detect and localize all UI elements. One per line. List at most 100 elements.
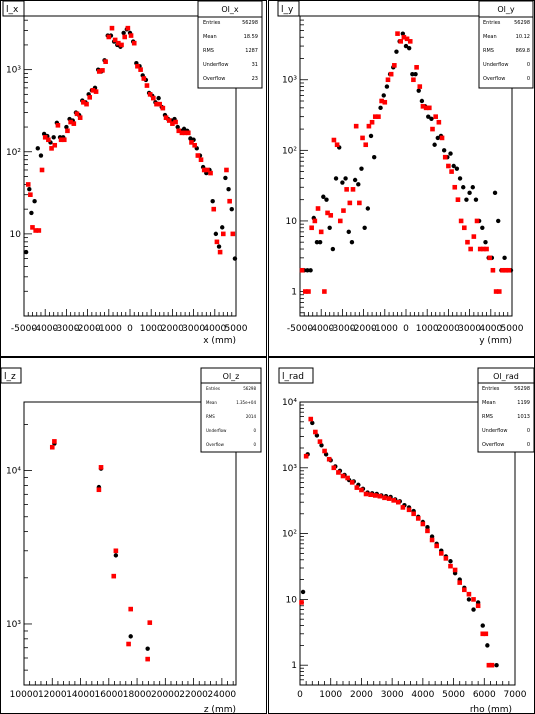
data-point-black bbox=[416, 88, 421, 93]
data-point-red bbox=[145, 656, 150, 662]
stats-label-3-1: Mean bbox=[206, 400, 217, 405]
data-point-red bbox=[74, 111, 80, 117]
data-point-red bbox=[49, 444, 55, 450]
chart-title-2: l_y bbox=[281, 5, 294, 15]
stats-box-4: Ol_rad Entries 56298 Mean 1199 RMS 1013 … bbox=[477, 367, 535, 453]
data-point-red bbox=[474, 218, 480, 224]
data-point-red bbox=[93, 89, 99, 94]
data-point-red bbox=[462, 587, 467, 593]
x-tick-label: 1000 bbox=[416, 324, 439, 334]
y-tick-label: 10⁴ bbox=[282, 398, 297, 408]
data-point-red bbox=[109, 25, 115, 31]
data-point-black bbox=[454, 166, 460, 171]
stats-value-3-4: 0 bbox=[253, 442, 256, 447]
stats-value-4-2: 1013 bbox=[517, 414, 530, 420]
data-point-black bbox=[356, 182, 361, 187]
data-point-black bbox=[35, 146, 40, 151]
stats-label-4-3: Underflow bbox=[482, 428, 507, 434]
data-point-black bbox=[343, 176, 348, 181]
data-point-red bbox=[205, 167, 210, 173]
stats-label-4-4: Overflow bbox=[482, 442, 504, 448]
stats-label-3-4: Overflow bbox=[206, 442, 225, 447]
data-point-red bbox=[363, 491, 369, 497]
data-point-red bbox=[326, 456, 332, 462]
x-axis-label-2: y (mm) bbox=[479, 336, 512, 346]
data-point-red bbox=[331, 465, 337, 471]
data-point-red bbox=[366, 123, 372, 129]
data-point-red bbox=[157, 101, 162, 107]
x-tick-label: 5000 bbox=[501, 324, 524, 334]
data-point-red bbox=[452, 567, 458, 573]
data-point-black bbox=[471, 607, 476, 612]
data-point-black bbox=[425, 525, 430, 530]
stats-label-4-0: Entries bbox=[482, 386, 500, 392]
data-point-red bbox=[217, 249, 223, 255]
data-point-black bbox=[429, 116, 434, 121]
data-point-red bbox=[318, 229, 324, 235]
x-tick-label: 2000 bbox=[161, 324, 184, 334]
data-point-black bbox=[305, 268, 310, 273]
data-point-black bbox=[483, 239, 488, 245]
x-tick-label: 4000 bbox=[479, 324, 502, 334]
data-point-red bbox=[58, 137, 64, 143]
data-point-red bbox=[224, 167, 229, 173]
y-tick-label: 10 bbox=[10, 230, 22, 240]
stats-label-2-3: Underflow bbox=[483, 62, 508, 68]
data-point-black bbox=[441, 148, 447, 153]
data-point-black bbox=[448, 151, 453, 156]
data-point-red bbox=[96, 487, 102, 493]
data-point-red bbox=[322, 448, 327, 454]
data-point-red bbox=[382, 495, 387, 501]
stats-value-2-3: 0 bbox=[527, 62, 530, 68]
data-point-black bbox=[426, 114, 431, 119]
data-point-red bbox=[400, 505, 406, 510]
x-tick-label: 2000 bbox=[350, 690, 373, 700]
data-point-red bbox=[33, 228, 38, 233]
data-point-black bbox=[314, 433, 320, 438]
data-point-black bbox=[403, 43, 409, 49]
data-point-red bbox=[313, 429, 318, 435]
data-point-red bbox=[388, 71, 394, 77]
stats-label-3-0: Entries bbox=[206, 386, 220, 391]
data-point-red bbox=[433, 114, 438, 119]
data-point-red bbox=[111, 573, 117, 579]
data-point-red bbox=[49, 146, 54, 151]
data-point-red bbox=[345, 475, 350, 481]
x-tick-label: 7000 bbox=[504, 690, 527, 700]
title-box-2: l_y bbox=[277, 0, 300, 17]
y-tick-label: 10³ bbox=[282, 76, 297, 86]
x-tick-label: 1000 bbox=[319, 690, 342, 700]
x-tick-label: -1000 bbox=[372, 324, 398, 334]
data-point-black bbox=[317, 239, 323, 245]
data-point-red bbox=[303, 453, 309, 459]
data-point-red bbox=[308, 416, 314, 422]
data-point-red bbox=[395, 31, 400, 36]
data-point-red bbox=[404, 36, 410, 42]
data-point-red bbox=[471, 597, 476, 602]
marks-2 bbox=[299, 31, 514, 294]
data-point-red bbox=[71, 121, 77, 126]
data-point-red bbox=[369, 119, 375, 125]
data-point-red bbox=[443, 556, 449, 561]
data-point-red bbox=[170, 121, 175, 126]
y-tick-label: 1 bbox=[291, 288, 297, 298]
data-point-red bbox=[382, 99, 388, 105]
x-axis-label-3: z (mm) bbox=[204, 705, 236, 714]
data-point-red bbox=[439, 135, 445, 141]
stats-label-4-1: Mean bbox=[482, 400, 496, 406]
data-point-black bbox=[432, 142, 437, 147]
data-point-red bbox=[341, 208, 346, 213]
data-point-red bbox=[128, 33, 134, 38]
data-point-red bbox=[322, 289, 327, 294]
data-point-red bbox=[325, 210, 330, 216]
data-point-red bbox=[208, 170, 213, 176]
data-point-red bbox=[55, 123, 61, 128]
data-point-red bbox=[427, 105, 432, 111]
x-axis-label-1: x (mm) bbox=[203, 336, 236, 346]
data-point-red bbox=[436, 119, 442, 125]
data-point-red bbox=[452, 184, 458, 190]
data-point-black bbox=[310, 420, 315, 426]
stats-label-2-0: Entries bbox=[483, 20, 501, 26]
plot-frame-3 bbox=[23, 401, 237, 686]
data-point-red bbox=[135, 63, 140, 69]
